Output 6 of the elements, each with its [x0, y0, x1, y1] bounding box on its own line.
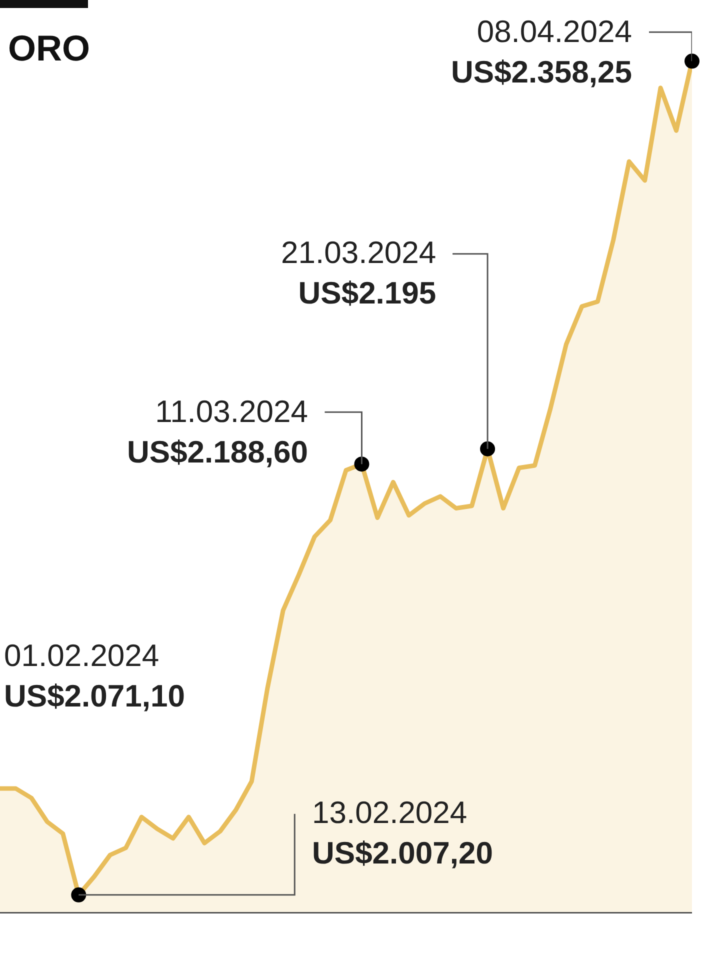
data-label: 21.03.2024 US$2.195 — [281, 235, 436, 310]
data-label: 11.03.2024 US$2.188,60 — [127, 394, 308, 470]
data-label: 13.02.2024 US$2.007,20 — [312, 795, 493, 870]
data-label: 08.04.2024 US$2.358,25 — [451, 14, 632, 90]
text: ORO — [8, 28, 90, 69]
annotation: 01.02.2024 US$2.071,10 — [4, 638, 185, 714]
